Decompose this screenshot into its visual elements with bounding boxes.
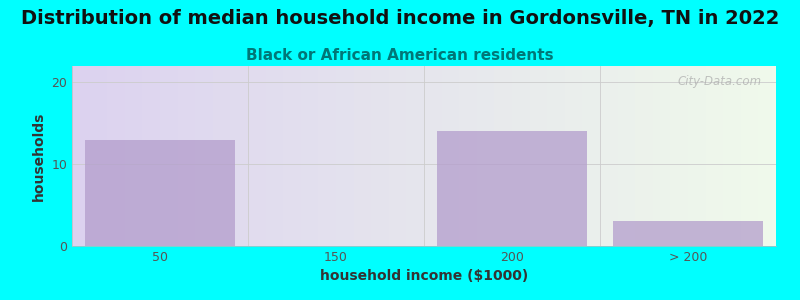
X-axis label: household income ($1000): household income ($1000) — [320, 269, 528, 284]
Bar — [614, 221, 763, 246]
Text: City-Data.com: City-Data.com — [678, 75, 762, 88]
Bar — [86, 140, 235, 246]
Text: Distribution of median household income in Gordonsville, TN in 2022: Distribution of median household income … — [21, 9, 779, 28]
Y-axis label: households: households — [32, 111, 46, 201]
Bar — [437, 131, 586, 246]
Text: Black or African American residents: Black or African American residents — [246, 48, 554, 63]
